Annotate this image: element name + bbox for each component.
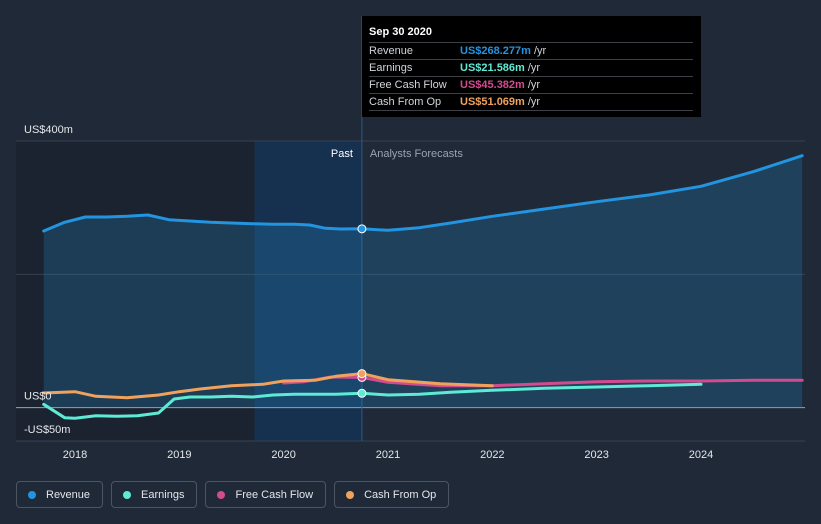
series-line-revenue — [42, 154, 804, 233]
x-tick-label: 2024 — [689, 449, 713, 461]
series-line-cash-from-op — [42, 372, 494, 400]
tooltip-label: Earnings — [369, 62, 413, 74]
legend-label: Cash From Op — [364, 488, 437, 501]
legend-item-cash-from-op[interactable]: Cash From Op — [334, 481, 450, 508]
legend-dot-icon — [123, 490, 132, 499]
tooltip-row-earnings: Earnings US$21.586m /yr — [369, 59, 693, 76]
tooltip-value: US$45.382m — [460, 79, 525, 91]
tooltip-value: US$51.069m — [460, 96, 525, 108]
x-tick-label: 2023 — [584, 449, 608, 461]
series-marker — [357, 369, 367, 379]
highlight-band — [254, 141, 362, 441]
legend-label: Free Cash Flow — [235, 488, 314, 501]
x-tick-label: 2022 — [480, 449, 504, 461]
revenue-area — [43, 155, 803, 408]
x-tick-label: 2019 — [167, 449, 191, 461]
tooltip-row-cash-from-op: Cash From Op US$51.069m /yr — [369, 93, 693, 111]
series-marker — [357, 224, 367, 234]
series-marker — [357, 388, 367, 398]
legend-dot-icon — [346, 490, 355, 499]
tooltip-label: Revenue — [369, 45, 414, 57]
x-tick-label: 2018 — [63, 449, 87, 461]
x-tick-label: 2021 — [376, 449, 400, 461]
legend-label: Revenue — [46, 488, 91, 501]
x-tick-label: 2020 — [271, 449, 295, 461]
forecast-label: Analysts Forecasts — [370, 148, 463, 160]
data-tooltip: Sep 30 2020 Revenue US$268.277m /yr Earn… — [362, 16, 701, 117]
tooltip-label: Cash From Op — [369, 96, 442, 108]
series-line-earnings — [42, 382, 703, 420]
tooltip-row-free-cash-flow: Free Cash Flow US$45.382m /yr — [369, 76, 693, 93]
legend-item-earnings[interactable]: Earnings — [111, 481, 198, 508]
y-label-bottom: -US$50m — [24, 424, 70, 436]
legend-label: Earnings — [141, 488, 185, 501]
legend-item-free-cash-flow[interactable]: Free Cash Flow — [205, 481, 327, 508]
y-label-top: US$400m — [24, 124, 73, 136]
tooltip-unit: /yr — [527, 62, 541, 74]
tooltip-unit: /yr — [527, 96, 541, 108]
tooltip-value: US$268.277m — [460, 45, 531, 57]
past-label: Past — [331, 148, 353, 160]
tooltip-value: US$21.586m — [460, 62, 525, 74]
tooltip-label: Free Cash Flow — [369, 79, 447, 91]
y-label-zero: US$0 — [24, 391, 52, 403]
tooltip-unit: /yr — [527, 79, 541, 91]
legend-item-revenue[interactable]: Revenue — [16, 481, 104, 508]
legend-dot-icon — [28, 490, 36, 499]
tooltip-row-revenue: Revenue US$268.277m /yr — [369, 42, 693, 59]
legend-dot-icon — [217, 490, 226, 499]
tooltip-unit: /yr — [533, 45, 547, 57]
tooltip-date: Sep 30 2020 — [369, 26, 432, 38]
chart-legend: Revenue Earnings Free Cash Flow Cash Fro… — [16, 481, 450, 508]
